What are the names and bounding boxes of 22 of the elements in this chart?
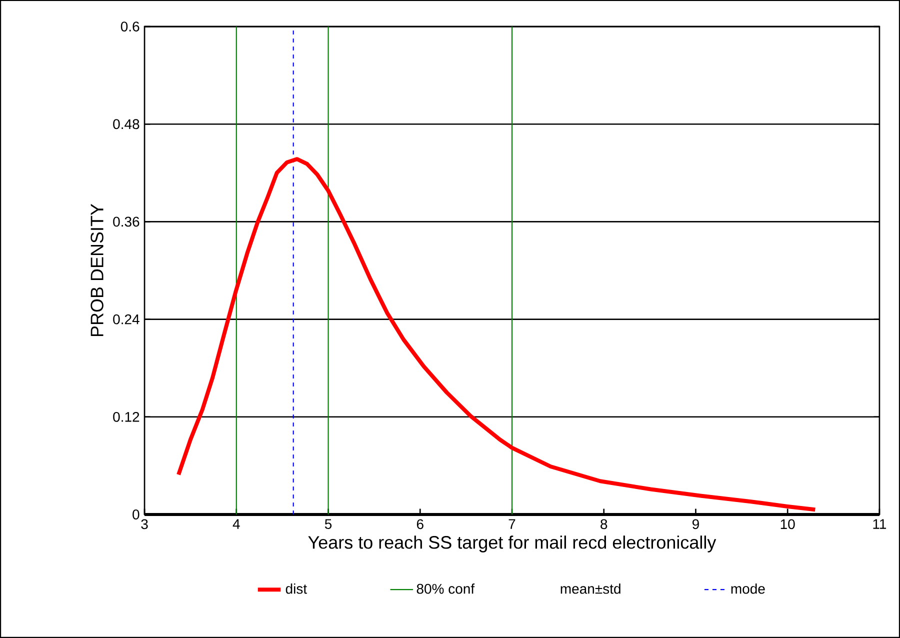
x-tick-label: 7 bbox=[508, 519, 516, 529]
text: mean±std bbox=[560, 584, 620, 594]
legend-label: dist bbox=[286, 584, 307, 594]
legend-label: 80% conf bbox=[416, 584, 475, 594]
x-tick-label: 11 bbox=[873, 519, 886, 529]
x-tick-label: 3 bbox=[141, 519, 148, 530]
x-axis-title: Years to reach SS target for mail recd electronically bbox=[308, 536, 716, 552]
y-tick-label: 0.36 bbox=[113, 216, 140, 227]
y-tick-label: 0.12 bbox=[113, 412, 140, 422]
y-axis-title: PROB DENSITY bbox=[90, 204, 104, 336]
x-tick-label: 5 bbox=[324, 519, 332, 529]
y-tick-label: 0.48 bbox=[113, 119, 140, 130]
y-tick-label: 0 bbox=[132, 510, 140, 520]
x-tick-label: 4 bbox=[232, 519, 240, 529]
x-tick-label: 6 bbox=[416, 519, 424, 530]
x-tick-label: 8 bbox=[600, 519, 608, 530]
line-series bbox=[176, 157, 818, 512]
legend-label: mode bbox=[731, 584, 765, 594]
x-tick-label: 10 bbox=[780, 519, 795, 530]
x-tick-label: 9 bbox=[692, 519, 699, 530]
y-tick-label: 0.6 bbox=[120, 22, 140, 32]
y-tick-label: 0.24 bbox=[113, 314, 140, 324]
